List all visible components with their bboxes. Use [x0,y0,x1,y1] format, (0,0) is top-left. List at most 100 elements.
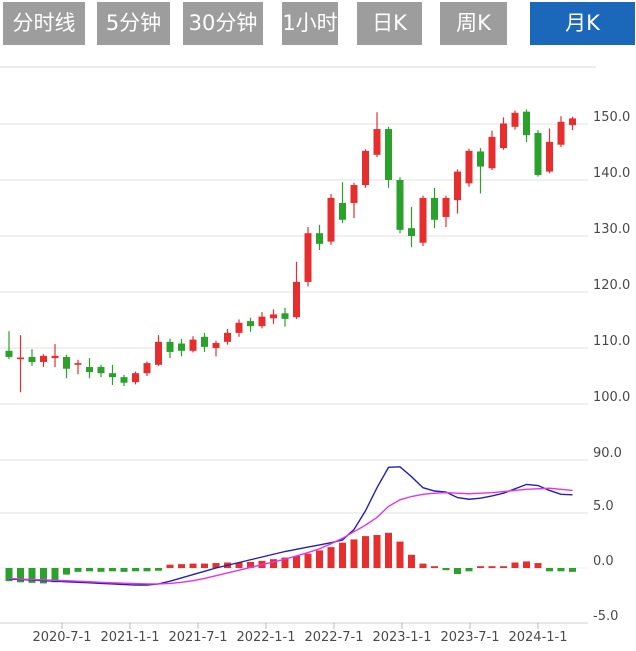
macd-histogram-bar [373,535,381,568]
price-axis-label: 100.0 [593,390,630,405]
macd-histogram-bar [523,561,530,568]
candle-body [511,112,519,127]
candle-body [247,321,254,327]
candle-body [212,342,220,348]
price-axis-label: 130.0 [593,222,630,237]
macd-histogram-bar [293,555,300,568]
candle-body [189,339,197,351]
candle-body [442,197,450,217]
macd-histogram-bar [385,532,392,568]
price-axis-label: 120.0 [593,278,630,293]
macd-histogram-bar [132,568,139,572]
dif-line [8,466,573,586]
x-axis-label: 2023-1-1 [372,630,431,645]
candle-body [339,202,346,220]
candle-body [235,322,243,333]
candle-body [40,355,47,362]
macd-histogram-bar [40,568,47,584]
macd-histogram-bar [178,564,185,568]
tab-30min[interactable]: 30分钟 [183,2,263,45]
macd-histogram-bar [419,563,427,568]
candle-body [488,136,496,169]
candle-body [419,197,427,243]
candle-body [51,355,59,359]
candle-body [166,341,174,352]
candle-body [155,341,162,365]
macd-axis-label: 5.0 [593,499,614,514]
tab-monthly-k[interactable]: 月K [530,2,635,45]
price-axis-label: 140.0 [593,166,630,181]
macd-histogram-bar [488,566,496,568]
x-axis-label: 2023-7-1 [440,630,499,645]
candle-body [500,123,507,149]
macd-axis-label: -5.0 [593,609,618,624]
tab-daily-k[interactable]: 日K [357,2,422,45]
price-axis-label: 90.0 [593,446,622,461]
macd-histogram-bar [281,557,289,568]
tab-weekly-k[interactable]: 周K [440,2,507,45]
macd-histogram-bar [465,568,473,572]
macd-histogram-bar [247,561,254,568]
macd-histogram-bar [120,568,128,572]
candle-body [316,233,323,244]
candle-body [143,363,151,374]
candle-body [258,316,266,327]
macd-histogram-bar [362,536,369,568]
candle-body [362,150,369,186]
macd-histogram-bar [350,539,358,568]
macd-histogram-bar [155,568,162,571]
price-axis-label: 150.0 [593,110,630,125]
candle-body [224,332,231,342]
candle-body [270,314,277,319]
candle-body [569,118,576,126]
candle-body [201,336,208,347]
macd-histogram-bar [500,566,507,568]
macd-histogram-bar [327,547,335,568]
price-axis-label: 110.0 [593,334,630,349]
candle-body [304,233,312,282]
candle-body [28,356,36,362]
candle-body [63,356,70,369]
tab-minute-line[interactable]: 分时线 [3,2,85,45]
candle-body [86,367,93,373]
x-axis-label: 2021-7-1 [168,630,227,645]
candle-body [97,367,105,374]
dea-line [8,487,573,585]
macd-histogram-bar [511,562,519,568]
x-axis-label: 2024-1-1 [508,630,567,645]
candle-body [17,357,24,360]
tab-1hour[interactable]: 1小时 [282,2,338,45]
x-axis-label: 2022-1-1 [236,630,295,645]
macd-histogram-bar [189,563,197,568]
macd-histogram-bar [270,559,277,568]
macd-histogram-bar [339,542,346,568]
candle-body [373,129,381,155]
x-axis-label: 2021-1-1 [100,630,159,645]
macd-histogram-bar [17,568,24,583]
macd-histogram-bar [454,568,461,575]
candle-body [465,150,473,184]
macd-histogram-bar [109,568,116,572]
tab-5min[interactable]: 5分钟 [97,2,170,45]
candle-body [120,377,128,383]
macd-histogram-bar [442,568,450,571]
candle-body [281,313,289,319]
candle-body [534,132,542,175]
candle-body [5,350,13,357]
candle-body [557,121,565,145]
macd-histogram-bar [143,568,151,572]
macd-histogram-bar [316,550,323,568]
macd-histogram-bar [477,566,484,568]
candle-body [74,363,82,365]
candle-body [477,151,484,167]
macd-histogram-bar [408,554,415,568]
macd-histogram-bar [86,568,93,572]
candle-body [454,171,461,201]
macd-histogram-bar [557,568,565,572]
candle-body [385,129,392,180]
candle-body [431,197,438,220]
macd-histogram-bar [304,553,312,568]
macd-histogram-bar [569,568,576,572]
